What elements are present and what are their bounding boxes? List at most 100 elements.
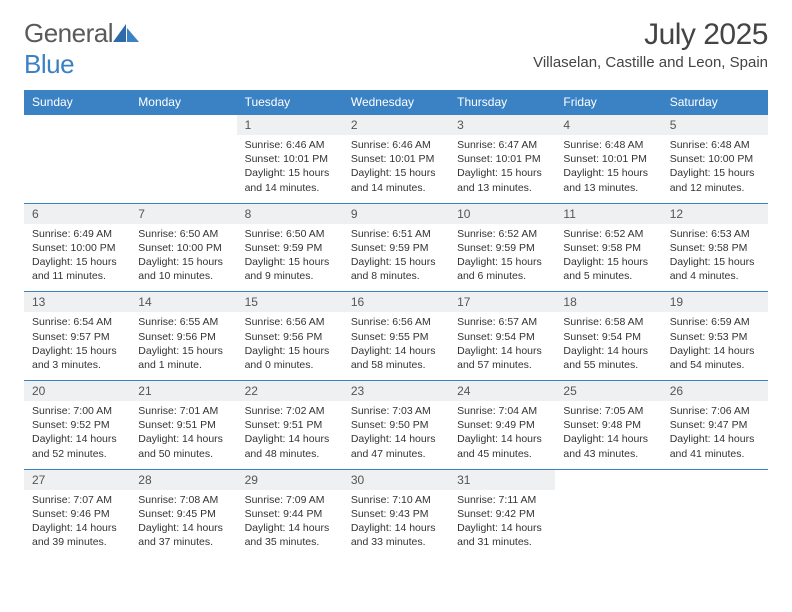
sunset-text: Sunset: 9:49 PM	[457, 418, 547, 432]
daylight-text: and 5 minutes.	[563, 269, 653, 283]
daylight-text: and 47 minutes.	[351, 447, 441, 461]
day-number-cell: 23	[343, 381, 449, 402]
daylight-text: Daylight: 14 hours	[32, 432, 122, 446]
sunset-text: Sunset: 9:44 PM	[245, 507, 335, 521]
day-number-cell: 15	[237, 292, 343, 313]
day-content-cell	[130, 135, 236, 203]
day-number-row: 13141516171819	[24, 292, 768, 313]
sunset-text: Sunset: 9:51 PM	[138, 418, 228, 432]
daylight-text: and 43 minutes.	[563, 447, 653, 461]
daylight-text: and 0 minutes.	[245, 358, 335, 372]
day-number-cell: 9	[343, 203, 449, 224]
sunset-text: Sunset: 9:52 PM	[32, 418, 122, 432]
sunrise-text: Sunrise: 7:08 AM	[138, 493, 228, 507]
day-content-cell: Sunrise: 7:01 AMSunset: 9:51 PMDaylight:…	[130, 401, 236, 469]
daylight-text: Daylight: 15 hours	[351, 166, 441, 180]
day-content-cell: Sunrise: 6:56 AMSunset: 9:55 PMDaylight:…	[343, 312, 449, 380]
month-title: July 2025	[533, 18, 768, 52]
daylight-text: Daylight: 14 hours	[670, 344, 760, 358]
day-content-cell: Sunrise: 7:05 AMSunset: 9:48 PMDaylight:…	[555, 401, 661, 469]
daylight-text: and 41 minutes.	[670, 447, 760, 461]
daylight-text: and 48 minutes.	[245, 447, 335, 461]
sunset-text: Sunset: 9:59 PM	[351, 241, 441, 255]
day-number-row: 2728293031	[24, 469, 768, 490]
day-content-cell: Sunrise: 6:56 AMSunset: 9:56 PMDaylight:…	[237, 312, 343, 380]
day-number-cell	[555, 469, 661, 490]
day-content-cell	[24, 135, 130, 203]
sunset-text: Sunset: 9:43 PM	[351, 507, 441, 521]
day-content-cell: Sunrise: 6:49 AMSunset: 10:00 PMDaylight…	[24, 224, 130, 292]
sunset-text: Sunset: 10:01 PM	[245, 152, 335, 166]
day-content-cell: Sunrise: 6:50 AMSunset: 9:59 PMDaylight:…	[237, 224, 343, 292]
daylight-text: and 52 minutes.	[32, 447, 122, 461]
daylight-text: Daylight: 15 hours	[563, 166, 653, 180]
day-number-cell: 31	[449, 469, 555, 490]
weekday-header: Saturday	[662, 90, 768, 115]
sunrise-text: Sunrise: 6:48 AM	[563, 138, 653, 152]
daylight-text: Daylight: 14 hours	[563, 432, 653, 446]
weekday-header: Thursday	[449, 90, 555, 115]
sunrise-text: Sunrise: 6:59 AM	[670, 315, 760, 329]
day-content-cell: Sunrise: 7:04 AMSunset: 9:49 PMDaylight:…	[449, 401, 555, 469]
sunrise-text: Sunrise: 6:54 AM	[32, 315, 122, 329]
sunrise-text: Sunrise: 6:52 AM	[457, 227, 547, 241]
daylight-text: Daylight: 14 hours	[670, 432, 760, 446]
daylight-text: and 14 minutes.	[351, 181, 441, 195]
day-number-cell: 2	[343, 115, 449, 136]
day-content-row: Sunrise: 7:07 AMSunset: 9:46 PMDaylight:…	[24, 490, 768, 558]
sunset-text: Sunset: 10:01 PM	[563, 152, 653, 166]
day-number-cell: 19	[662, 292, 768, 313]
day-number-cell: 6	[24, 203, 130, 224]
sunrise-text: Sunrise: 6:51 AM	[351, 227, 441, 241]
daylight-text: Daylight: 14 hours	[32, 521, 122, 535]
sunset-text: Sunset: 10:00 PM	[138, 241, 228, 255]
daylight-text: and 55 minutes.	[563, 358, 653, 372]
daylight-text: Daylight: 15 hours	[32, 255, 122, 269]
sunset-text: Sunset: 9:55 PM	[351, 330, 441, 344]
day-number-cell	[130, 115, 236, 136]
sunrise-text: Sunrise: 7:06 AM	[670, 404, 760, 418]
day-number-cell: 20	[24, 381, 130, 402]
day-number-cell: 25	[555, 381, 661, 402]
sunset-text: Sunset: 9:42 PM	[457, 507, 547, 521]
daylight-text: and 3 minutes.	[32, 358, 122, 372]
title-block: July 2025 Villaselan, Castille and Leon,…	[533, 18, 768, 71]
daylight-text: Daylight: 14 hours	[351, 344, 441, 358]
day-content-cell: Sunrise: 6:50 AMSunset: 10:00 PMDaylight…	[130, 224, 236, 292]
sunset-text: Sunset: 9:59 PM	[245, 241, 335, 255]
day-content-row: Sunrise: 7:00 AMSunset: 9:52 PMDaylight:…	[24, 401, 768, 469]
sunrise-text: Sunrise: 7:04 AM	[457, 404, 547, 418]
day-number-cell: 1	[237, 115, 343, 136]
day-content-cell: Sunrise: 7:03 AMSunset: 9:50 PMDaylight:…	[343, 401, 449, 469]
day-number-cell: 4	[555, 115, 661, 136]
day-content-cell	[662, 490, 768, 558]
day-number-cell: 14	[130, 292, 236, 313]
daylight-text: and 14 minutes.	[245, 181, 335, 195]
sunrise-text: Sunrise: 6:48 AM	[670, 138, 760, 152]
daylight-text: Daylight: 14 hours	[457, 344, 547, 358]
day-content-cell: Sunrise: 6:46 AMSunset: 10:01 PMDaylight…	[237, 135, 343, 203]
sunrise-text: Sunrise: 7:02 AM	[245, 404, 335, 418]
day-content-cell: Sunrise: 6:46 AMSunset: 10:01 PMDaylight…	[343, 135, 449, 203]
daylight-text: and 54 minutes.	[670, 358, 760, 372]
logo-sail-icon	[113, 24, 139, 42]
daylight-text: and 10 minutes.	[138, 269, 228, 283]
day-content-cell: Sunrise: 6:51 AMSunset: 9:59 PMDaylight:…	[343, 224, 449, 292]
sunset-text: Sunset: 9:54 PM	[563, 330, 653, 344]
daylight-text: and 57 minutes.	[457, 358, 547, 372]
daylight-text: and 35 minutes.	[245, 535, 335, 549]
sunrise-text: Sunrise: 7:05 AM	[563, 404, 653, 418]
calendar-table: SundayMondayTuesdayWednesdayThursdayFrid…	[24, 90, 768, 557]
daylight-text: and 39 minutes.	[32, 535, 122, 549]
day-content-row: Sunrise: 6:49 AMSunset: 10:00 PMDaylight…	[24, 224, 768, 292]
sunrise-text: Sunrise: 6:50 AM	[138, 227, 228, 241]
sunrise-text: Sunrise: 6:56 AM	[245, 315, 335, 329]
sunset-text: Sunset: 9:45 PM	[138, 507, 228, 521]
weekday-header: Friday	[555, 90, 661, 115]
daylight-text: Daylight: 14 hours	[138, 432, 228, 446]
day-content-cell: Sunrise: 7:11 AMSunset: 9:42 PMDaylight:…	[449, 490, 555, 558]
sunrise-text: Sunrise: 6:55 AM	[138, 315, 228, 329]
day-content-cell: Sunrise: 6:48 AMSunset: 10:00 PMDaylight…	[662, 135, 768, 203]
daylight-text: Daylight: 14 hours	[245, 521, 335, 535]
sunrise-text: Sunrise: 6:56 AM	[351, 315, 441, 329]
